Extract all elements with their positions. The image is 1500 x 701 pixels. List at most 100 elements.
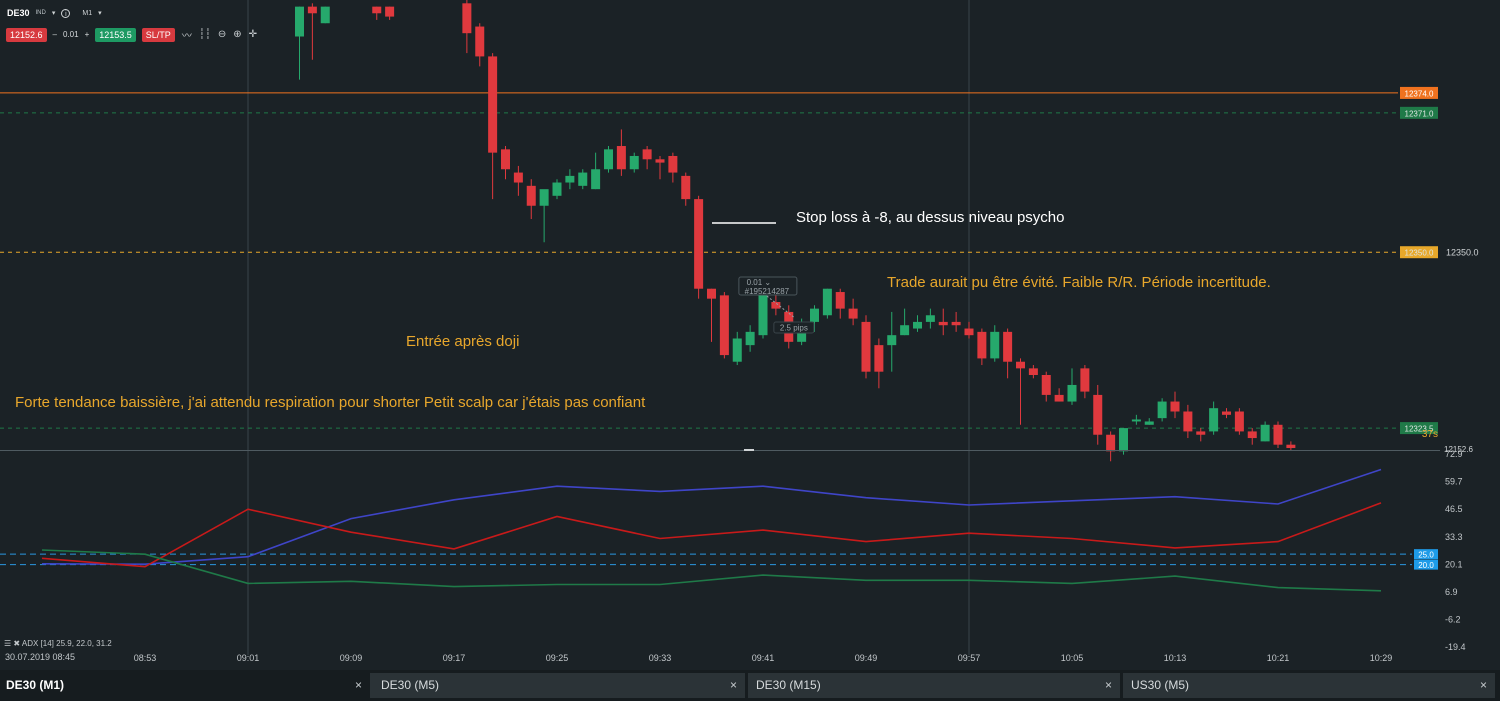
tab-de30-m1[interactable]: DE30 (M1) [6,678,65,692]
candle-body [372,6,382,14]
current-price-label: 12152.6 [1444,445,1473,454]
indicator-settings-icon[interactable]: ☰ ✖ [4,639,22,648]
lot-stepper[interactable]: – 0.01 + [50,30,93,39]
candle-body [642,149,652,160]
candle-body [964,328,974,336]
annotation-text: Forte tendance baissière, j'ai attendu r… [15,394,646,411]
candle-body [681,175,691,200]
price-level-tag [1400,106,1438,119]
candle-body [475,26,485,57]
time-tick-label: 09:57 [958,653,981,663]
buy-button[interactable]: 12153.5 [95,27,136,42]
candle-body [1106,434,1116,452]
close-icon[interactable]: × [355,678,363,692]
candle-body [835,292,845,309]
first-date-label: 30.07.2019 08:45 [5,652,76,662]
sltp-button[interactable]: SL/TP [141,27,175,42]
candle-body [1170,401,1180,412]
candle-body [616,146,626,170]
candle-body [707,288,716,299]
close-icon[interactable]: × [730,678,738,692]
time-tick-label: 09:25 [546,653,569,663]
candle-body [552,182,562,196]
symbol-name[interactable]: DE30 [7,8,30,18]
candle-body [822,288,832,316]
tab-background [748,673,1120,698]
candle-body [848,308,858,319]
candle-body [1028,368,1038,375]
tab-de30-m15[interactable]: DE30 (M15) [756,678,821,692]
candle-body [951,321,961,326]
adx-tick-label: 72.9 [1445,449,1463,459]
chart-toolbar: DE30 IND ▾ i M1 ▾ 12152.6 – 0.01 + 12153… [0,0,290,46]
tab-us30-m5[interactable]: US30 (M5) [1131,678,1190,692]
adx-level-tag [1414,549,1438,560]
lot-plus-button[interactable]: + [84,30,90,39]
tab-de30-m5[interactable]: DE30 (M5) [381,678,440,692]
candle-body [1209,408,1219,432]
line-chart-icon[interactable]: 〰 [181,31,192,42]
crosshair-icon[interactable]: ✛ [248,29,258,40]
countdown-label: 37s [1422,429,1438,440]
info-icon[interactable]: i [61,8,71,18]
candle-body [1273,424,1283,445]
time-tick-label: 09:33 [649,653,672,663]
chevron-down-icon[interactable]: ▾ [51,10,56,17]
price-level-tag [1400,246,1438,259]
adx-tick-label: -19.4 [1445,642,1466,652]
adx-level-label: 20.0 [1418,561,1434,570]
close-icon[interactable]: × [1480,678,1488,692]
candle-body [913,321,922,329]
trade-lot-label: 0.01 ⌄ [747,278,772,287]
chart-canvas[interactable]: 12374.0 12371.0 12350.0 12350.0 12323.5 0.01 … [0,0,1500,670]
candle-body [797,331,807,342]
trade-marker-box [738,276,798,296]
trade-ticket-label: #195214287 [745,287,790,296]
sell-button[interactable]: 12152.6 [6,27,47,42]
candle-body [900,325,910,336]
candles-icon[interactable]: ┆┆ [198,29,211,40]
candle-body [1260,424,1270,442]
annotation-text: Trade aurait pu être évité. Faible R/R. … [887,274,1271,291]
lot-input[interactable]: 0.01 [63,30,79,39]
price-level-tag [1400,422,1438,435]
adx-tick-label: 46.5 [1445,504,1463,514]
close-icon[interactable]: × [1105,678,1113,692]
candle-body [1093,394,1103,435]
candle-body [1067,384,1077,402]
candle-body [385,6,395,17]
time-tick-label: 09:01 [237,653,260,663]
candle-body [1222,411,1231,415]
time-tick-label: 10:29 [1370,653,1393,663]
candle-body [1119,428,1128,452]
candle-body [694,199,704,289]
zoom-out-icon[interactable]: ⊖ [217,29,227,40]
candle-body [1247,431,1257,439]
lot-minus-button[interactable]: – [52,30,57,39]
adx-legend: ☰ ✖ ADX [14] 25.9, 22.0, 31.2 [4,639,112,648]
adx-tick-label: 59.7 [1445,477,1463,487]
time-tick-label: 10:05 [1061,653,1084,663]
zoom-in-icon[interactable]: ⊕ [233,29,242,40]
price-level-label: 12371.0 [1405,109,1434,118]
candle-body [591,169,601,190]
chevron-down-icon[interactable]: ▾ [98,10,102,17]
candle-body [307,6,317,14]
symbol-type: IND [35,10,46,16]
pips-box [773,321,815,334]
trade-connector [766,295,796,319]
candle-body [501,149,510,170]
annotation-text: Entrée après doji [406,333,519,350]
candle-body [1286,444,1296,449]
candle-body [1131,419,1141,422]
candle-body [565,175,575,183]
adx-tick-label: -6.2 [1445,614,1461,624]
candle-body [1157,401,1167,419]
candle-body [861,321,871,372]
timeframe-select[interactable]: M1 [82,9,93,17]
candle-body [887,335,897,346]
candle-body [668,155,678,173]
candle-body [578,172,588,186]
candle-body [874,345,884,372]
adx-level-tag [1414,559,1438,570]
